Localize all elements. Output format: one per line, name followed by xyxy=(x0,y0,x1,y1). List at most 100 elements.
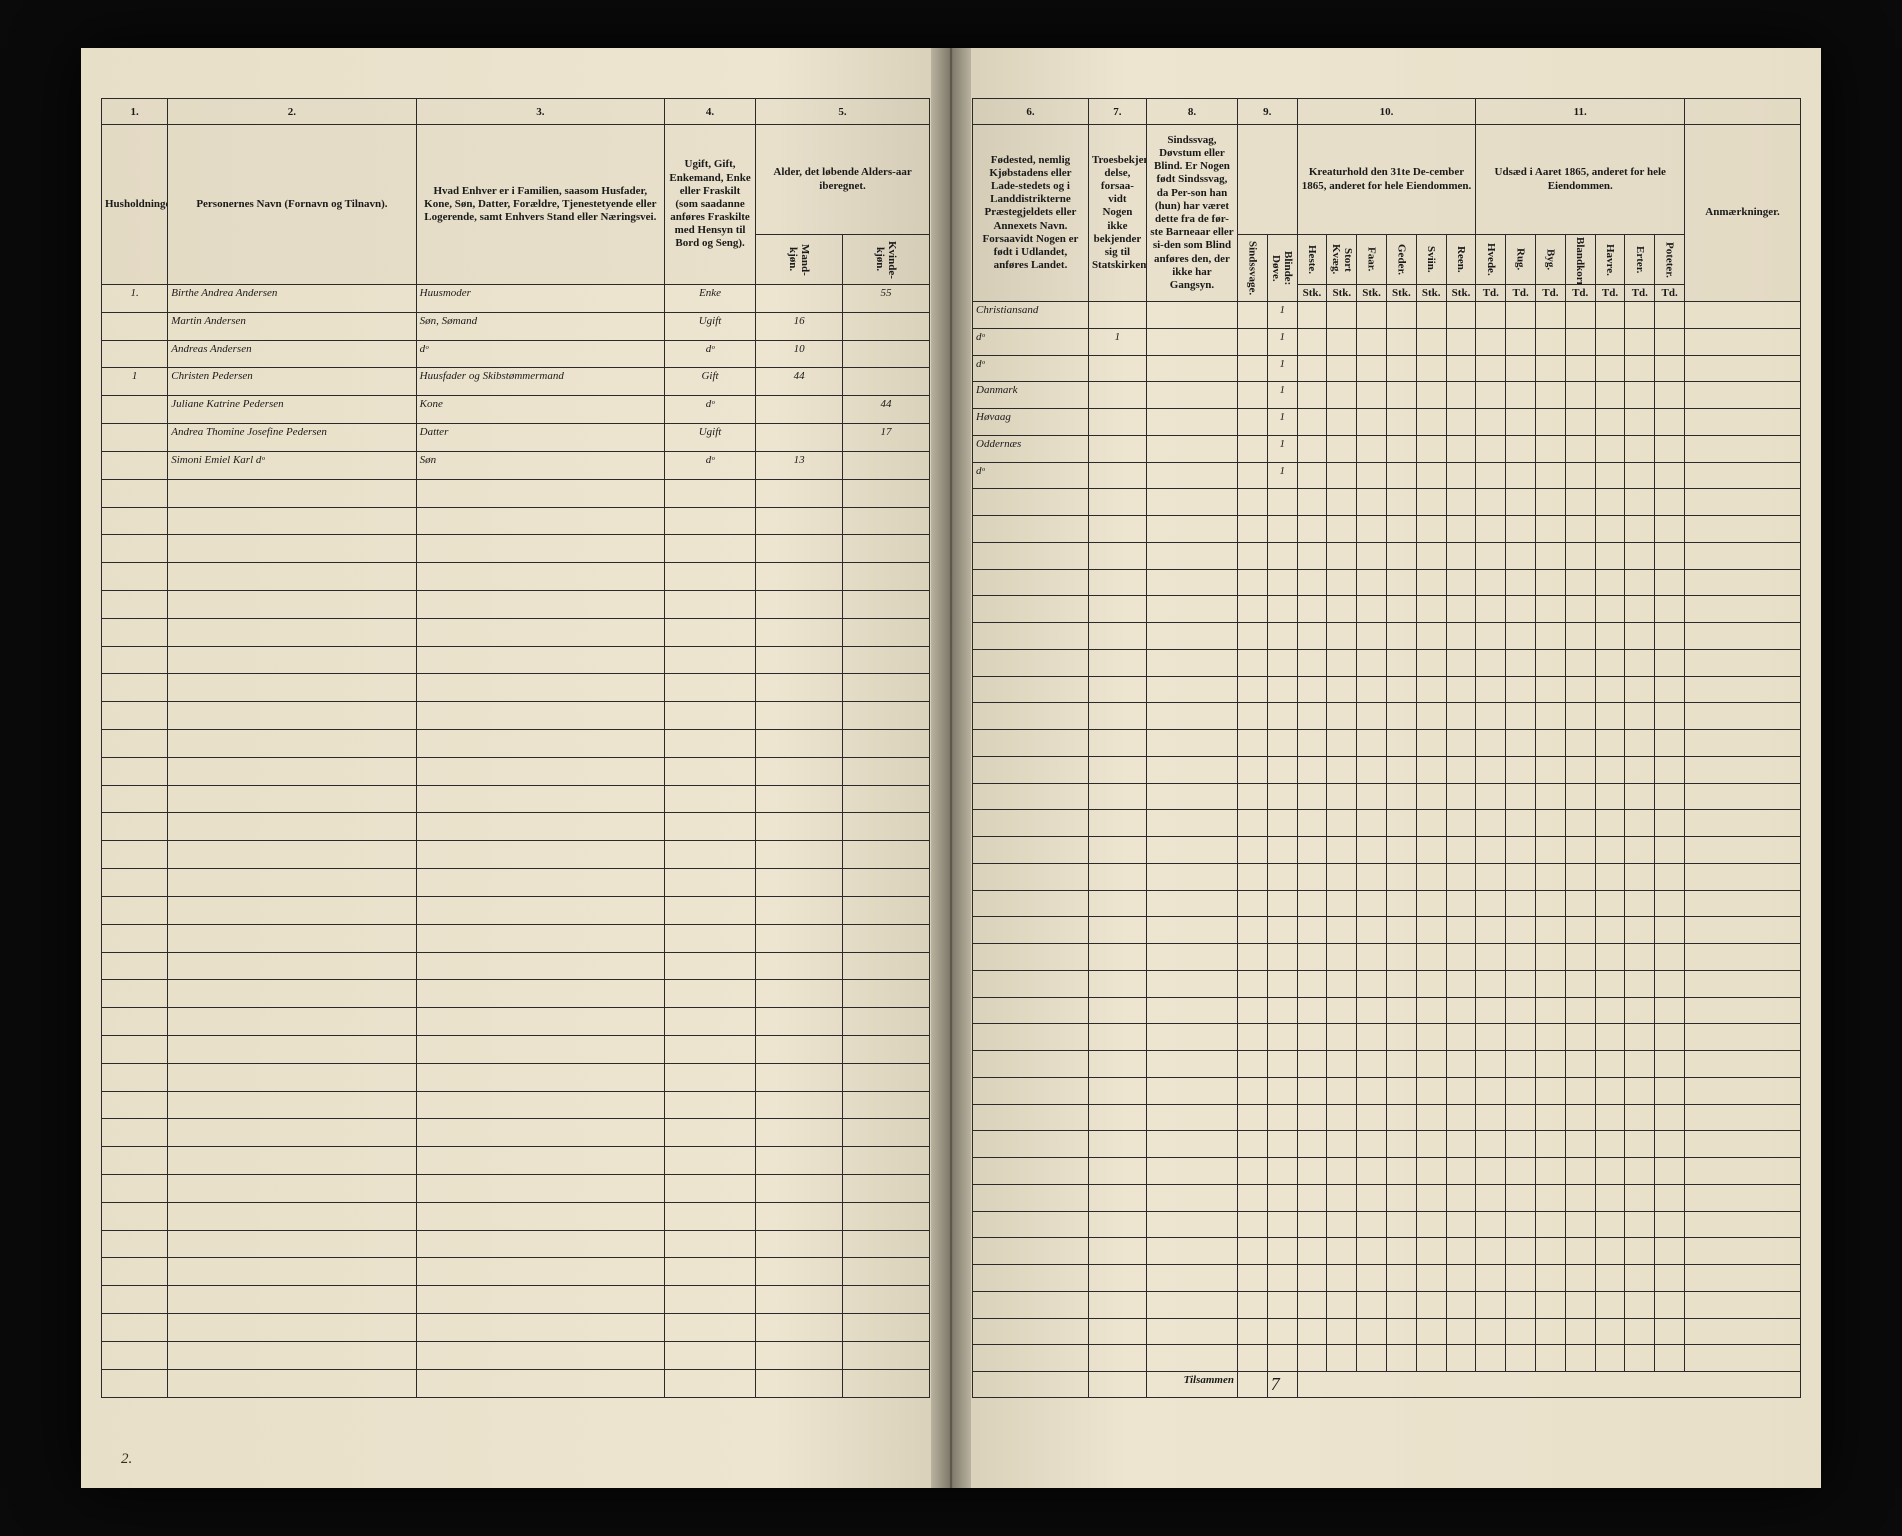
cell xyxy=(1297,302,1327,329)
sub10-4: Sviin. xyxy=(1416,235,1446,285)
cell: Søn xyxy=(416,451,664,479)
cell xyxy=(1476,382,1506,409)
empty-row xyxy=(102,1035,930,1063)
cell xyxy=(1416,382,1446,409)
cell xyxy=(1327,355,1357,382)
unit10-1: Stk. xyxy=(1327,285,1357,302)
cell xyxy=(1536,409,1566,436)
unit10-4: Stk. xyxy=(1416,285,1446,302)
header-9 xyxy=(1238,125,1298,235)
table-row: Martin AndersenSøn, SømandUgift16 xyxy=(102,312,930,340)
empty-row xyxy=(102,1063,930,1091)
empty-row xyxy=(973,1211,1801,1238)
sub11-5: Erter. xyxy=(1625,235,1655,285)
cell: 1 xyxy=(1267,409,1297,436)
cell xyxy=(1685,302,1801,329)
colnum-9: 9. xyxy=(1238,99,1298,125)
unit11-2: Td. xyxy=(1536,285,1566,302)
cell xyxy=(1565,355,1595,382)
empty-row xyxy=(102,896,930,924)
subheader-5m: Mand-kjøn. xyxy=(756,235,843,285)
empty-row xyxy=(973,783,1801,810)
cell: Christen Pedersen xyxy=(168,368,416,396)
colnum-2: 2. xyxy=(168,99,416,125)
cell xyxy=(1476,409,1506,436)
sub11-3: Blandkorn. xyxy=(1565,235,1595,285)
empty-row xyxy=(973,917,1801,944)
colnum-7: 7. xyxy=(1088,99,1146,125)
cell xyxy=(756,424,843,452)
cell xyxy=(1146,302,1237,329)
cell xyxy=(1327,328,1357,355)
cell xyxy=(1416,328,1446,355)
empty-row xyxy=(102,841,930,869)
cell xyxy=(1565,328,1595,355)
cell xyxy=(1088,409,1146,436)
cell xyxy=(1386,435,1416,462)
cell xyxy=(1536,302,1566,329)
cell xyxy=(1416,302,1446,329)
empty-row xyxy=(973,623,1801,650)
cell: 16 xyxy=(756,312,843,340)
empty-row xyxy=(973,1024,1801,1051)
header-10: Kreaturhold den 31te De-cember 1865, and… xyxy=(1297,125,1476,235)
empty-row xyxy=(102,1091,930,1119)
empty-row xyxy=(973,1318,1801,1345)
empty-row xyxy=(102,479,930,507)
colnum-10: 10. xyxy=(1297,99,1476,125)
empty-row xyxy=(973,489,1801,516)
empty-row xyxy=(102,757,930,785)
cell: Andreas Andersen xyxy=(168,340,416,368)
empty-row xyxy=(102,674,930,702)
empty-row xyxy=(102,646,930,674)
footer-tilsammen-label: Tilsammen xyxy=(1146,1372,1237,1398)
sub11-2: Byg. xyxy=(1536,235,1566,285)
header-3: Hvad Enhver er i Familien, saasom Husfad… xyxy=(416,125,664,285)
table-row: dᵒ1 xyxy=(973,462,1801,489)
cell xyxy=(1476,462,1506,489)
cell xyxy=(1238,435,1268,462)
cell: Simoni Emiel Karl dᵒ xyxy=(168,451,416,479)
cell: 44 xyxy=(756,368,843,396)
colnum-4: 4. xyxy=(665,99,756,125)
cell xyxy=(1357,462,1387,489)
sub10-0: Heste. xyxy=(1297,235,1327,285)
empty-row xyxy=(973,1158,1801,1185)
cell xyxy=(1386,409,1416,436)
cell xyxy=(1238,355,1268,382)
cell: Christiansand xyxy=(973,302,1089,329)
cell xyxy=(1595,328,1625,355)
sub11-6: Poteter. xyxy=(1655,235,1685,285)
ledger-book: 1. 2. 3. 4. 5. Husholdninger. Personerne… xyxy=(81,48,1821,1488)
subheader-5f: Kvinde-kjøn. xyxy=(843,235,930,285)
empty-row xyxy=(102,590,930,618)
empty-row xyxy=(102,785,930,813)
unit11-3: Td. xyxy=(1565,285,1595,302)
empty-row xyxy=(102,1230,930,1258)
cell xyxy=(1625,355,1655,382)
empty-row xyxy=(102,1147,930,1175)
cell: 17 xyxy=(843,424,930,452)
cell: Danmark xyxy=(973,382,1089,409)
header-7: Troesbekjen-delse, forsaa-vidt Nogen ikk… xyxy=(1088,125,1146,302)
cell xyxy=(1595,409,1625,436)
cell: Birthe Andrea Andersen xyxy=(168,285,416,313)
cell xyxy=(1565,409,1595,436)
unit11-5: Td. xyxy=(1625,285,1655,302)
cell xyxy=(1416,435,1446,462)
empty-row xyxy=(102,952,930,980)
cell: Huusfader og Skibstømmermand xyxy=(416,368,664,396)
unit11-1: Td. xyxy=(1506,285,1536,302)
cell xyxy=(1146,462,1237,489)
right-table: 6. 7. 8. 9. 10. 11. Fødested, nemlig Kjø… xyxy=(972,98,1801,1398)
cell xyxy=(1595,435,1625,462)
empty-row xyxy=(102,1008,930,1036)
cell xyxy=(1146,435,1237,462)
cell: 1 xyxy=(1267,302,1297,329)
colnum-1: 1. xyxy=(102,99,168,125)
cell xyxy=(1297,435,1327,462)
cell: 1 xyxy=(1267,355,1297,382)
cell: Kone xyxy=(416,396,664,424)
cell: Martin Andersen xyxy=(168,312,416,340)
empty-row xyxy=(102,1119,930,1147)
